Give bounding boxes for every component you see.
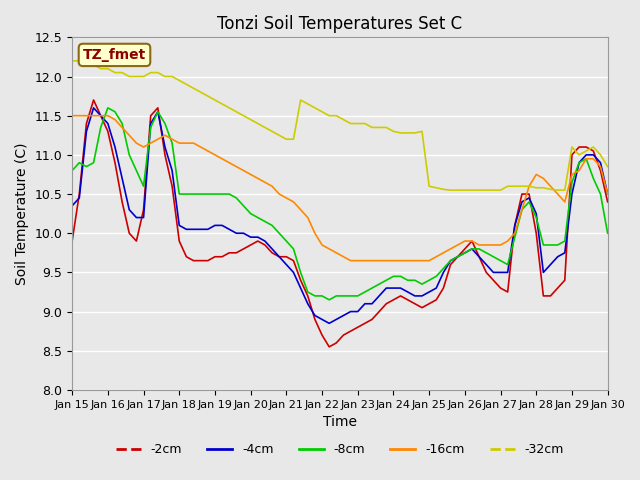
X-axis label: Time: Time (323, 415, 357, 429)
Y-axis label: Soil Temperature (C): Soil Temperature (C) (15, 143, 29, 285)
Title: Tonzi Soil Temperatures Set C: Tonzi Soil Temperatures Set C (218, 15, 463, 33)
Legend: -2cm, -4cm, -8cm, -16cm, -32cm: -2cm, -4cm, -8cm, -16cm, -32cm (111, 438, 569, 461)
Text: TZ_fmet: TZ_fmet (83, 48, 146, 62)
